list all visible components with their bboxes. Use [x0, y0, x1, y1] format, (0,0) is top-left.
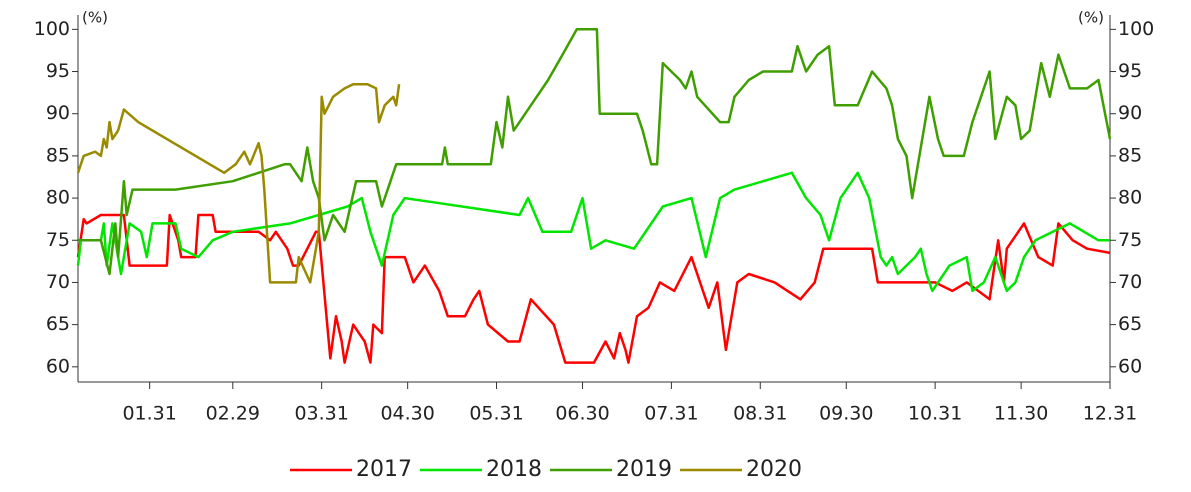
legend-label: 2019	[616, 457, 672, 482]
x-tick-label: 02.29	[206, 403, 260, 425]
y-tick-label: 70	[46, 271, 70, 293]
x-tick-label: 06.30	[555, 403, 609, 425]
x-tick-label: 01.31	[122, 403, 176, 425]
y-tick-label: 90	[46, 102, 70, 124]
x-tick-label: 07.31	[644, 403, 698, 425]
legend-label: 2018	[486, 457, 542, 482]
y-unit-label: (%)	[82, 9, 108, 27]
legend-label: 2017	[356, 457, 412, 482]
x-tick-label: 03.31	[294, 403, 348, 425]
y2-tick-label: 70	[1118, 271, 1142, 293]
x-tick-label: 11.30	[994, 403, 1048, 425]
y2-tick-label: 100	[1118, 18, 1154, 40]
y2-tick-label: 85	[1118, 144, 1142, 166]
legend-label: 2020	[746, 457, 802, 482]
y-tick-label: 95	[46, 60, 70, 82]
series-line	[78, 28, 1112, 276]
x-tick-label: 09.30	[819, 403, 873, 425]
y-tick-label: 75	[46, 229, 70, 251]
y-tick-label: 65	[46, 313, 70, 335]
y-tick-label: 80	[46, 187, 70, 209]
x-tick-label: 12.31	[1083, 403, 1137, 425]
y2-tick-label: 90	[1118, 102, 1142, 124]
x-tick-label: 10.31	[908, 403, 962, 425]
y2-tick-label: 80	[1118, 187, 1142, 209]
y2-tick-label: 75	[1118, 229, 1142, 251]
y2-tick-label: 65	[1118, 313, 1142, 335]
x-tick-label: 04.30	[380, 403, 434, 425]
y2-tick-label: 60	[1118, 355, 1142, 377]
y-tick-label: 100	[34, 18, 70, 40]
y-tick-label: 60	[46, 355, 70, 377]
series-line	[76, 213, 1111, 364]
x-tick-label: 08.31	[733, 403, 787, 425]
y2-tick-label: 95	[1118, 60, 1142, 82]
series-line	[76, 82, 401, 284]
y2-unit-label: (%)	[1078, 9, 1104, 27]
series-line	[76, 171, 1110, 293]
x-tick-label: 05.31	[469, 403, 523, 425]
y-tick-label: 85	[46, 144, 70, 166]
